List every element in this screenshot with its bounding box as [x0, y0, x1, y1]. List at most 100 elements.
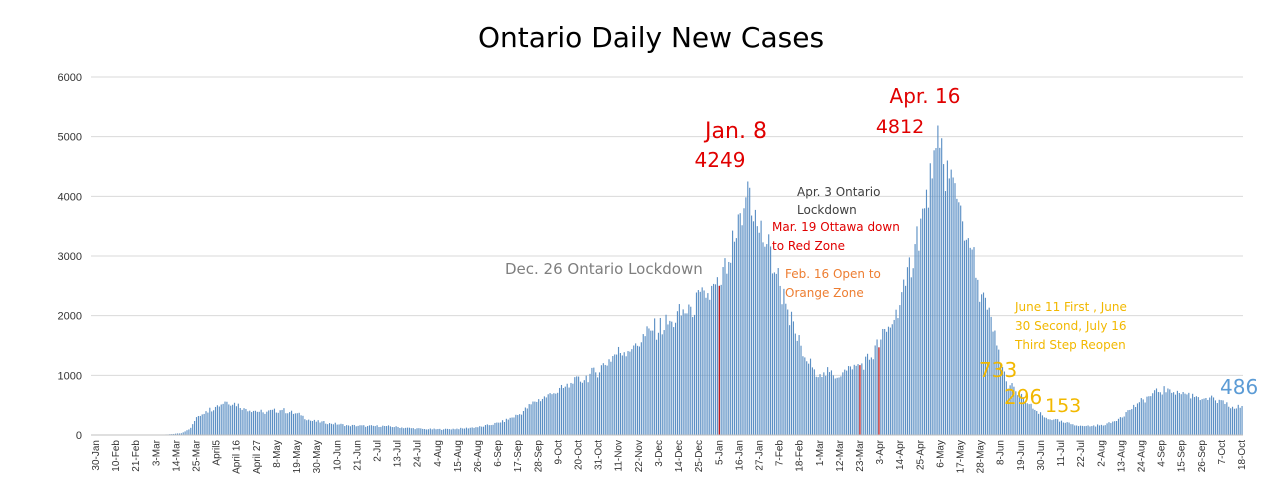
bar [1203, 398, 1205, 435]
bar [247, 411, 249, 435]
bar [176, 433, 179, 435]
bar [654, 318, 656, 435]
bar [302, 415, 304, 435]
bar [1095, 426, 1097, 435]
bar [507, 419, 509, 435]
x-tick-label: 11-Jul [1056, 440, 1067, 467]
bar [296, 413, 298, 435]
bar [273, 408, 276, 435]
bar [578, 376, 580, 435]
bar [1121, 417, 1123, 435]
bar [458, 429, 460, 435]
bar [576, 376, 578, 435]
bar [642, 334, 644, 435]
bar [387, 425, 390, 435]
y-axis: 0 1000 2000 3000 4000 5000 6000 [58, 72, 82, 442]
bar [386, 426, 388, 435]
bar [766, 244, 768, 435]
bar [608, 359, 610, 435]
bar [1220, 400, 1222, 435]
bar [581, 382, 583, 435]
bar [1028, 404, 1030, 435]
bar [325, 423, 327, 435]
bar [405, 427, 407, 435]
bar [222, 403, 224, 435]
bar [779, 285, 781, 435]
bar [792, 321, 794, 435]
bar [1209, 397, 1211, 435]
bar [1157, 392, 1159, 435]
bar [203, 413, 205, 435]
bar [667, 324, 669, 435]
bar [342, 424, 344, 435]
bar [884, 328, 886, 435]
bar [1049, 419, 1051, 435]
bar [290, 410, 293, 435]
bar [1171, 392, 1173, 435]
bar [1207, 399, 1209, 435]
bar [549, 393, 551, 435]
x-tick-label: 26-Aug [473, 440, 484, 472]
bar [482, 426, 485, 435]
bar [180, 433, 182, 435]
bar [773, 272, 775, 435]
bar [351, 424, 353, 435]
bar [1154, 390, 1156, 435]
y-tick-label: 6000 [58, 72, 82, 84]
bar [353, 424, 355, 435]
bar [416, 428, 418, 435]
bar [671, 321, 673, 435]
bar [927, 207, 929, 435]
bar [562, 388, 564, 435]
bar [1237, 404, 1239, 435]
bar [1119, 417, 1121, 435]
bar [401, 427, 403, 435]
bar [1188, 392, 1190, 435]
bar [958, 202, 960, 435]
bar [175, 433, 177, 435]
bar [329, 423, 331, 435]
bar [538, 399, 540, 435]
bar [733, 241, 736, 435]
bar [941, 138, 943, 436]
bar [338, 424, 340, 435]
bar [910, 277, 912, 435]
bar [606, 365, 608, 435]
bar [1074, 425, 1076, 435]
bar [1230, 408, 1232, 435]
bar [279, 410, 281, 435]
red-marker-bar [859, 365, 861, 435]
bar [809, 358, 812, 435]
bar [716, 277, 718, 435]
bar [230, 405, 232, 435]
bar [1081, 425, 1083, 435]
bar [1129, 409, 1131, 435]
bar [425, 429, 428, 435]
bar [891, 324, 893, 435]
bar [555, 393, 557, 435]
bar [690, 306, 692, 435]
bar [488, 425, 490, 435]
bar [705, 297, 707, 435]
x-tick-label: 6-May [935, 440, 946, 468]
bar [948, 178, 950, 435]
bar [1009, 385, 1011, 435]
bar [996, 345, 998, 435]
x-tick-label: 2-Aug [1096, 440, 1107, 467]
bar [1110, 423, 1112, 435]
bar [857, 364, 859, 435]
bar [726, 273, 728, 435]
x-tick-label: 31-Oct [594, 440, 605, 470]
bar [568, 387, 570, 435]
x-tick-label: 7-Feb [775, 440, 786, 467]
bar [713, 283, 715, 435]
bar [1186, 394, 1188, 435]
bar [315, 421, 317, 435]
bar [828, 372, 831, 435]
bar [855, 365, 857, 435]
bar [1001, 367, 1004, 435]
bar [787, 309, 789, 435]
bar [965, 239, 967, 435]
bar [524, 407, 526, 435]
bar [1150, 396, 1152, 435]
